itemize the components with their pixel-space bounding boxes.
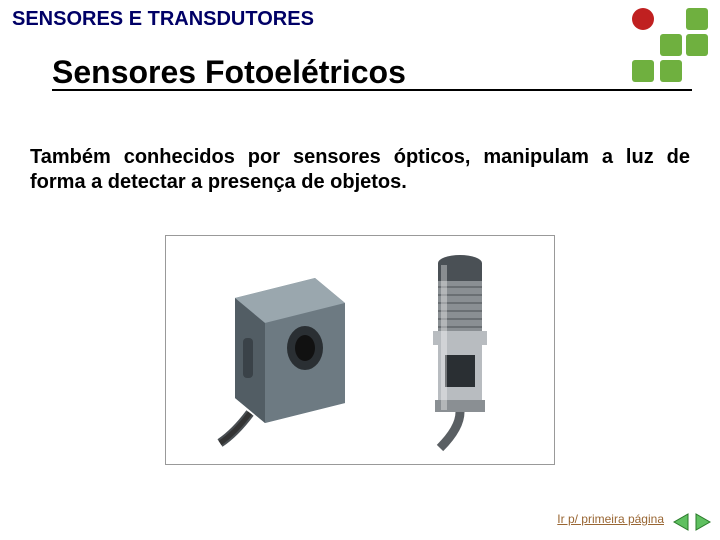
sensor-illustrations xyxy=(165,235,555,465)
page-subtitle: Sensores Fotoelétricos xyxy=(52,54,406,91)
page-header-title: SENSORES E TRANSDUTORES xyxy=(12,8,314,31)
next-slide-button[interactable] xyxy=(692,512,712,532)
first-page-link[interactable]: Ir p/ primeira página xyxy=(557,512,664,526)
photoelectric-sensor-block-icon xyxy=(205,248,375,453)
subtitle-area: Sensores Fotoelétricos xyxy=(52,54,700,91)
prev-slide-button[interactable] xyxy=(672,512,692,532)
photoelectric-sensor-cylindrical-icon xyxy=(405,243,515,458)
body-paragraph: Também conhecidos por sensores ópticos, … xyxy=(30,145,690,195)
